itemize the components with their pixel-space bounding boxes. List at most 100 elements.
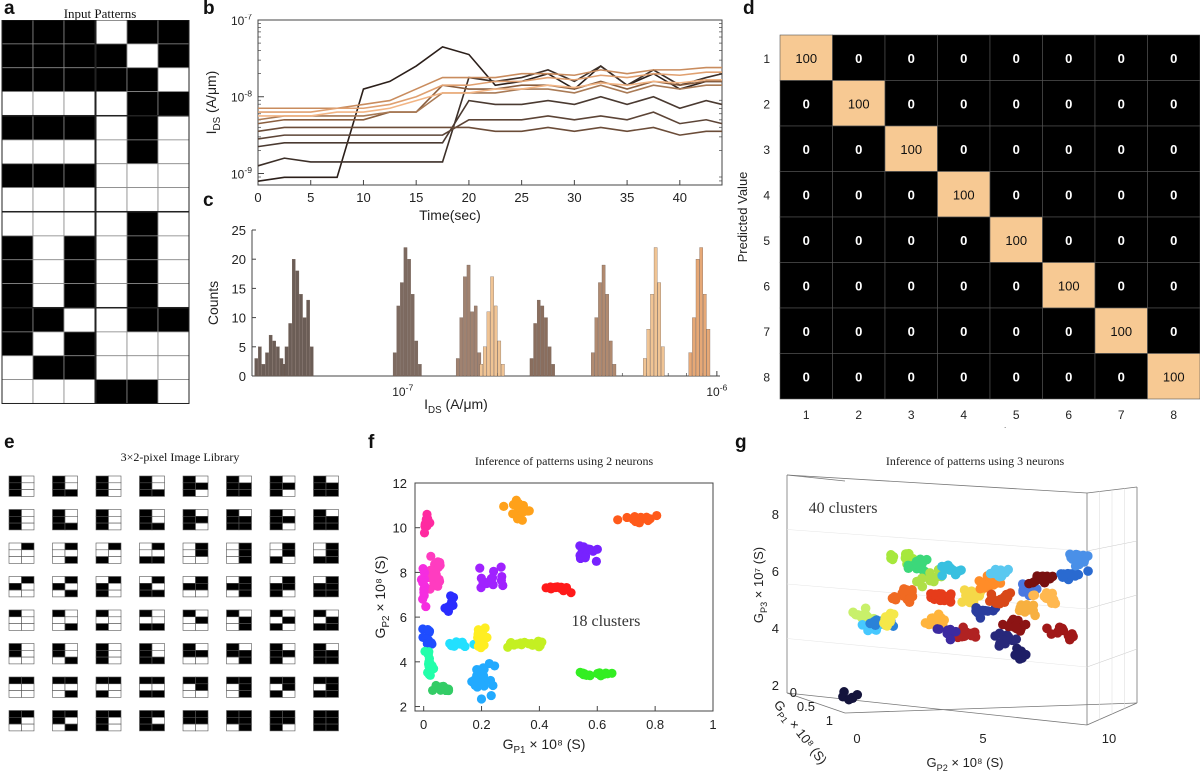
library-image bbox=[269, 542, 296, 564]
library-pixel bbox=[8, 623, 22, 631]
library-pixel bbox=[139, 710, 153, 718]
library-pixel bbox=[64, 710, 78, 718]
library-pixel bbox=[269, 656, 283, 665]
matrix-cell bbox=[1147, 307, 1200, 354]
library-pixel bbox=[226, 710, 240, 718]
library-pixel bbox=[95, 549, 109, 557]
pattern-pixel bbox=[1, 20, 34, 45]
library-pixel bbox=[64, 549, 78, 557]
matrix-value: 0 bbox=[908, 324, 915, 339]
library-pixel bbox=[52, 609, 66, 618]
library-pixel bbox=[95, 576, 109, 584]
scatter-point bbox=[613, 515, 623, 525]
library-pixel bbox=[226, 522, 240, 531]
library-pixel bbox=[64, 690, 78, 698]
y-tick-label: 20 bbox=[232, 252, 246, 267]
library-pixel bbox=[282, 676, 296, 685]
scatter-cluster bbox=[937, 560, 966, 581]
library-image bbox=[95, 676, 122, 698]
histogram-bar bbox=[533, 323, 537, 377]
scatter-point bbox=[934, 624, 944, 635]
y-axis-label: IDS (A/μm) bbox=[203, 71, 223, 135]
matrix-value: 0 bbox=[960, 233, 967, 248]
pattern-pixel bbox=[32, 235, 65, 261]
library-pixel bbox=[195, 717, 209, 725]
pattern-pixel bbox=[32, 379, 65, 404]
library-pixel bbox=[313, 643, 327, 651]
pattern-pixel bbox=[157, 20, 190, 45]
library-pixel bbox=[8, 676, 22, 685]
library-pixel bbox=[95, 690, 109, 698]
library-image bbox=[226, 676, 252, 698]
library-pixel bbox=[313, 683, 327, 691]
library-pixel bbox=[52, 676, 66, 685]
histogram-bar bbox=[688, 352, 693, 377]
library-pixel bbox=[52, 616, 66, 624]
library-pixel bbox=[195, 489, 209, 497]
library-pixel bbox=[226, 475, 240, 484]
scatter-point bbox=[418, 577, 428, 588]
library-pixel bbox=[151, 690, 165, 698]
matrix-value: 0 bbox=[855, 369, 862, 384]
library-pixel bbox=[139, 643, 153, 651]
pattern-pixel bbox=[157, 235, 190, 261]
pattern-pixel bbox=[157, 331, 190, 357]
scatter-point bbox=[475, 563, 485, 573]
matrix-value: 0 bbox=[1013, 187, 1020, 202]
library-pixel bbox=[325, 489, 339, 497]
scatter-cluster bbox=[541, 582, 576, 598]
matrix-value: 0 bbox=[1013, 51, 1020, 66]
library-pixel bbox=[64, 542, 78, 551]
panel-e-title: 3×2-pixel Image Library bbox=[120, 450, 240, 464]
scatter-point bbox=[424, 647, 434, 657]
library-pixel bbox=[195, 556, 209, 564]
library-pixel bbox=[151, 583, 165, 591]
library-image bbox=[52, 576, 78, 598]
library-image bbox=[139, 509, 165, 531]
trace-line bbox=[257, 84, 722, 121]
scatter-cluster bbox=[1042, 622, 1078, 645]
library-pixel bbox=[108, 549, 122, 557]
scatter-point bbox=[1063, 568, 1073, 579]
library-pixel bbox=[313, 723, 327, 732]
histogram-bar bbox=[407, 259, 411, 377]
library-pixel bbox=[282, 717, 296, 725]
library-pixel bbox=[226, 542, 240, 551]
library-pixel bbox=[282, 556, 296, 564]
library-pixel bbox=[64, 609, 78, 618]
y-tick-label: 10-8 bbox=[231, 88, 252, 104]
pattern-pixel bbox=[157, 91, 190, 116]
library-pixel bbox=[108, 583, 122, 591]
scatter-cluster bbox=[575, 541, 602, 566]
x-axis-label: Time(sec) bbox=[419, 207, 481, 223]
matrix-value: 0 bbox=[1170, 233, 1177, 248]
library-pixel bbox=[282, 650, 296, 658]
library-pixel bbox=[21, 690, 35, 698]
library-pixel bbox=[313, 576, 327, 584]
pattern-pixel bbox=[1, 91, 34, 116]
scatter-point bbox=[1055, 625, 1065, 636]
histogram-bar bbox=[643, 358, 647, 377]
scatter-point bbox=[960, 629, 970, 640]
scatter-point bbox=[508, 509, 518, 519]
plot-frame bbox=[257, 19, 723, 186]
library-image bbox=[226, 710, 252, 732]
pattern-pixel bbox=[126, 20, 159, 45]
library-pixel bbox=[139, 616, 153, 624]
pattern-pixel bbox=[157, 139, 190, 165]
scatter-point bbox=[643, 515, 653, 526]
scatter-point bbox=[856, 611, 867, 622]
library-image bbox=[269, 643, 296, 665]
matrix-value: 0 bbox=[803, 369, 810, 384]
matrix-value: 0 bbox=[1013, 278, 1020, 293]
library-pixel bbox=[313, 556, 327, 564]
library-pixel bbox=[21, 475, 35, 484]
matrix-cell bbox=[884, 262, 938, 309]
library-pixel bbox=[325, 475, 339, 484]
library-pixel bbox=[52, 489, 66, 497]
histogram-bar bbox=[268, 334, 273, 377]
matrix-value: 0 bbox=[803, 324, 810, 339]
matrix-cell bbox=[989, 80, 1043, 127]
matrix-cell bbox=[832, 216, 886, 263]
x-tick-label: 0 bbox=[254, 190, 261, 205]
